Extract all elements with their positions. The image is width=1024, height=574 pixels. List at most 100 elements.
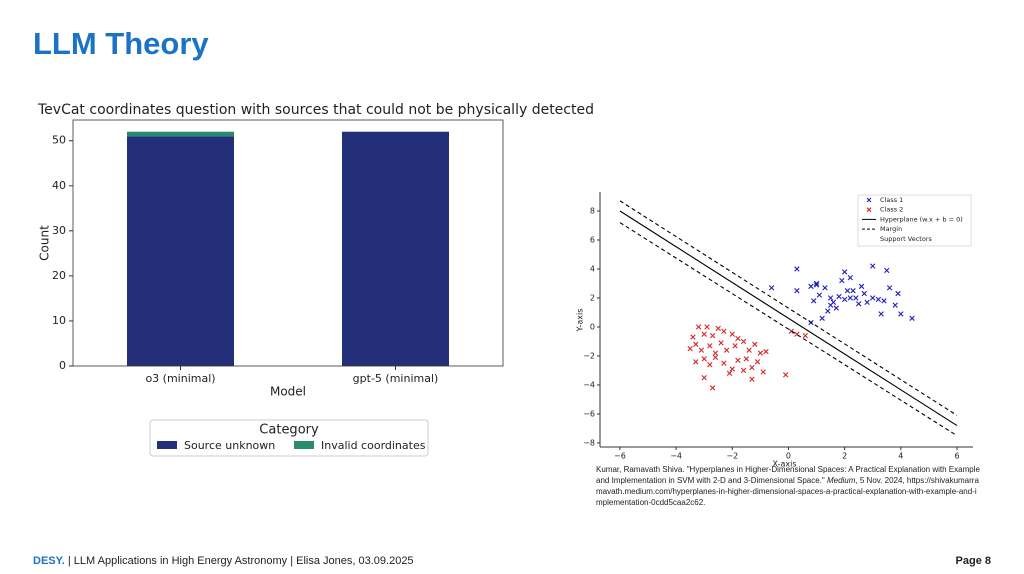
point: [788, 328, 794, 335]
y-tick-label: 2: [590, 293, 595, 302]
point: [690, 334, 696, 340]
point: [870, 295, 876, 301]
legend-box: [857, 194, 972, 247]
point: [802, 332, 809, 339]
point: [892, 302, 898, 308]
point: [811, 298, 817, 304]
legend-label: Source unknown: [184, 439, 275, 452]
x-tick-label: −2: [726, 452, 738, 461]
y-axis-label: Y-axis: [576, 309, 585, 333]
point: [881, 298, 887, 304]
legend-swatch: [294, 441, 314, 449]
point: [704, 324, 710, 330]
point: [866, 207, 872, 213]
legend-title: Category: [259, 423, 319, 438]
x-tick-label: gpt-5 (minimal): [353, 372, 439, 385]
point: [864, 299, 870, 306]
point: [850, 288, 856, 294]
point: [782, 372, 789, 378]
footer-brand: DESY.: [33, 555, 65, 567]
point: [813, 282, 820, 288]
point: [709, 332, 716, 339]
legend-box: [149, 419, 429, 457]
point: [712, 354, 719, 361]
legend-swatch: [157, 441, 177, 449]
y-tick-label: −8: [583, 438, 595, 447]
chart-title: TevCat coordinates question with sources…: [37, 102, 594, 118]
point: [752, 341, 758, 348]
point: [715, 325, 721, 332]
y-tick-label: 0: [59, 359, 66, 372]
point: [794, 266, 800, 272]
point: [844, 288, 851, 294]
point: [718, 340, 724, 346]
point: [693, 341, 699, 348]
point: [735, 335, 741, 342]
point: [707, 343, 713, 349]
point: [695, 324, 702, 330]
citation-url[interactable]: https://shivakumarramavath.medium.com/hy…: [596, 476, 979, 507]
x-tick-label: 4: [898, 452, 903, 461]
bar-segment: [342, 131, 449, 366]
point: [841, 296, 848, 303]
point: [746, 347, 752, 353]
point: [701, 356, 707, 362]
point: [687, 346, 693, 352]
y-tick-label: −4: [583, 380, 595, 389]
x-axis-label: X-axis: [773, 460, 797, 469]
y-tick-label: 40: [52, 179, 66, 192]
legend-label: Margin: [880, 225, 902, 233]
point: [847, 274, 853, 281]
y-tick-label: 20: [52, 269, 66, 282]
point: [855, 301, 862, 307]
point: [754, 359, 761, 365]
point: [749, 376, 755, 382]
point: [723, 347, 730, 353]
footer-text: | LLM Applications in High Energy Astron…: [67, 555, 414, 567]
point: [816, 292, 823, 298]
point: [707, 361, 713, 368]
x-tick-label: −6: [614, 452, 626, 461]
point: [757, 350, 764, 356]
legend-label: Support Vectors: [880, 235, 932, 243]
y-tick-label: 0: [590, 322, 595, 331]
point: [701, 375, 707, 381]
bar-segment: [127, 131, 234, 137]
legend-label: Invalid coordinates: [321, 439, 426, 452]
y-tick-label: 8: [590, 206, 595, 215]
slide-title: LLM Theory: [33, 26, 209, 61]
point: [827, 295, 834, 301]
point: [858, 283, 865, 290]
citation-venue: Medium: [826, 476, 856, 485]
line: [619, 210, 958, 427]
y-tick-label: 6: [590, 235, 595, 244]
x-tick-label: o3 (minimal): [145, 372, 215, 385]
point: [866, 197, 872, 203]
point: [726, 370, 733, 377]
point: [895, 290, 901, 297]
point: [729, 331, 735, 337]
page-number: Page 8: [955, 555, 991, 567]
point: [735, 357, 741, 363]
x-tick-label: 0: [786, 452, 791, 461]
legend-label: Class 1: [880, 196, 903, 204]
x-tick-label: −4: [670, 452, 682, 461]
point: [827, 302, 834, 308]
point: [701, 331, 707, 337]
point: [808, 283, 814, 290]
x-tick-label: 6: [954, 452, 959, 461]
x-axis-label: Model: [270, 385, 306, 399]
point: [833, 305, 839, 311]
point: [813, 280, 820, 287]
citation-text: Kumar, Ramavath Shiva. "Hyperplanes in H…: [596, 465, 980, 485]
plot-frame: [72, 119, 504, 367]
point: [709, 385, 716, 391]
y-tick-label: −6: [583, 409, 595, 418]
y-tick-label: 30: [52, 224, 66, 237]
point: [749, 364, 755, 371]
point: [732, 343, 738, 349]
point: [740, 367, 747, 374]
point: [729, 366, 735, 372]
